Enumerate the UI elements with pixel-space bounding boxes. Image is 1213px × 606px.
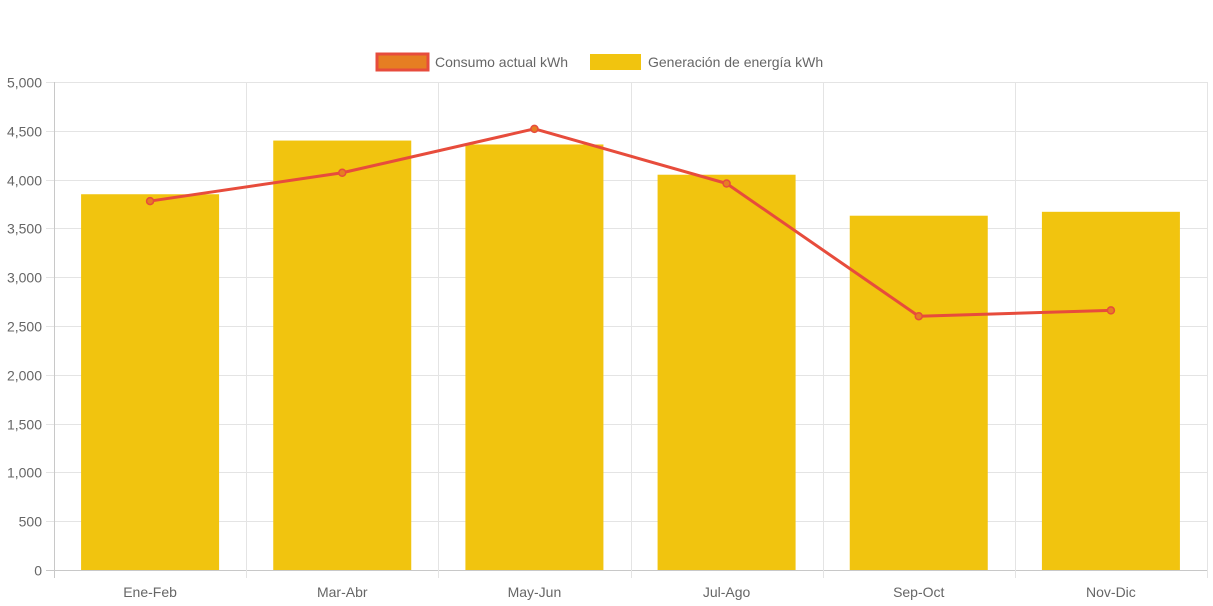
line-point-consumo[interactable]: [530, 124, 539, 134]
y-tick-label: 1,000: [7, 465, 42, 481]
x-tick-label: May-Jun: [508, 584, 562, 600]
line-group: [145, 124, 1116, 321]
y-tick-label: 0: [34, 563, 42, 579]
x-axis: Ene-Feb Mar-Abr May-Jun Jul-Ago Sep-Oct Nov-D…: [123, 584, 1136, 600]
bar-generacion[interactable]: [657, 174, 796, 570]
legend: Consumo actual kWh Generación de energía …: [375, 52, 823, 72]
bar-generacion[interactable]: [1041, 211, 1180, 571]
x-tick-label: Sep-Oct: [893, 584, 944, 600]
y-axis: 0 500 1,000 1,500 2,000 2,500 3,000 3,500 4,000 4…: [7, 75, 42, 579]
line-point-consumo[interactable]: [914, 311, 923, 321]
line-point-consumo[interactable]: [145, 196, 155, 206]
x-tick-label: Nov-Dic: [1086, 584, 1136, 600]
line-point-consumo[interactable]: [1106, 306, 1116, 315]
y-tick-label: 2,000: [7, 368, 42, 384]
bar-generacion[interactable]: [465, 144, 604, 571]
x-tick-label: Mar-Abr: [317, 584, 368, 600]
legend-swatch-consumo: [375, 52, 430, 72]
grid-lines: [46, 82, 1208, 578]
bars-group: [81, 140, 1180, 571]
legend-swatch-generacion: [590, 54, 641, 70]
bar-generacion[interactable]: [273, 140, 412, 570]
y-tick-label: 1,500: [7, 417, 42, 433]
legend-label-generacion: Generación de energía kWh: [648, 54, 823, 70]
y-tick-label: 5,000: [7, 75, 42, 91]
line-consumo: [149, 127, 1111, 318]
y-tick-label: 2,500: [7, 319, 42, 335]
legend-item-generacion[interactable]: Generación de energía kWh: [590, 54, 823, 70]
y-tick-label: 4,500: [7, 124, 42, 140]
x-tick-label: Ene-Feb: [123, 584, 177, 600]
bar-generacion[interactable]: [849, 215, 988, 570]
line-point-consumo[interactable]: [722, 179, 731, 188]
x-tick-label: Jul-Ago: [703, 584, 751, 600]
legend-label-consumo: Consumo actual kWh: [435, 54, 568, 70]
y-tick-label: 3,000: [7, 270, 42, 286]
y-tick-label: 4,000: [7, 173, 42, 189]
bar-generacion[interactable]: [81, 194, 220, 571]
y-tick-label: 3,500: [7, 221, 42, 237]
y-tick-label: 500: [19, 514, 43, 530]
legend-item-consumo[interactable]: Consumo actual kWh: [375, 52, 568, 72]
line-point-consumo[interactable]: [338, 168, 347, 178]
